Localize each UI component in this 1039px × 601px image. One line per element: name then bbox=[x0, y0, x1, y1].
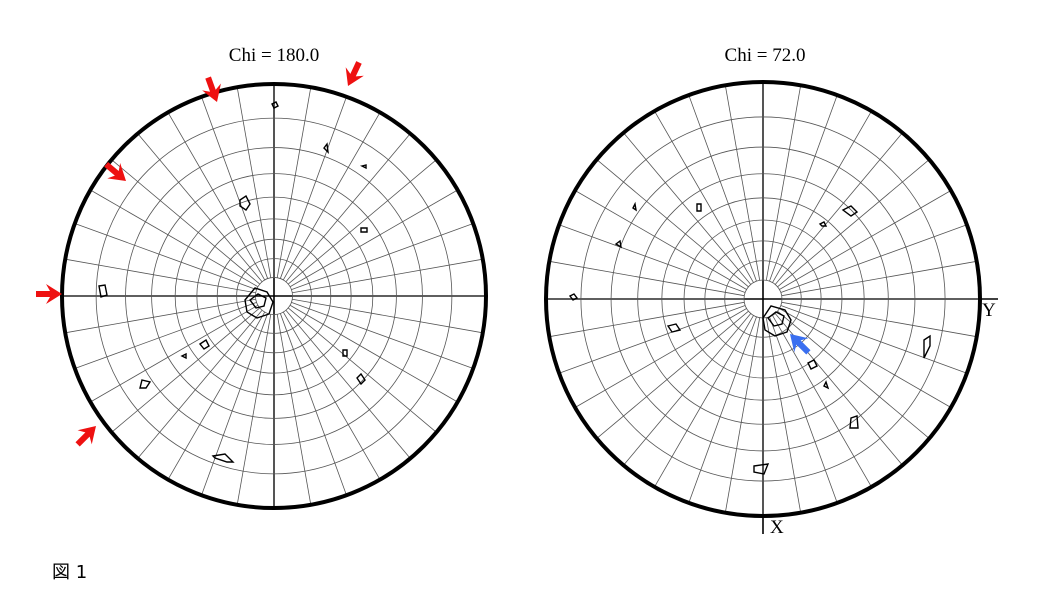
grid-radial bbox=[765, 317, 802, 513]
grid-radial bbox=[111, 159, 261, 285]
grid-radial bbox=[90, 189, 259, 288]
grid-circle bbox=[724, 260, 802, 338]
grid-radial bbox=[65, 298, 256, 334]
arrow bbox=[790, 334, 811, 355]
grid-radial bbox=[292, 298, 483, 334]
caption: 図 1 bbox=[52, 562, 87, 583]
pole-figure-title: Chi = 180.0 bbox=[229, 45, 319, 66]
pole-figure-title: Chi = 72.0 bbox=[725, 45, 806, 66]
grid-radial bbox=[781, 260, 977, 297]
grid-radial bbox=[772, 110, 872, 283]
axis-label: X bbox=[770, 517, 784, 538]
grid-radial bbox=[777, 159, 930, 288]
grid-radial bbox=[285, 133, 411, 283]
grid-radial bbox=[724, 317, 761, 513]
arrow bbox=[75, 426, 96, 447]
arrow bbox=[202, 76, 221, 102]
grid-radial bbox=[549, 260, 745, 297]
grid-radial bbox=[291, 301, 474, 369]
grid-radial bbox=[236, 87, 272, 278]
grid-radial bbox=[774, 132, 903, 285]
contours bbox=[98, 101, 931, 475]
grid-radial bbox=[279, 96, 347, 279]
grid-radial bbox=[654, 315, 754, 488]
grid-radial bbox=[276, 314, 312, 505]
grid-radial bbox=[623, 313, 752, 466]
grid-radial bbox=[167, 311, 266, 480]
grid-radial bbox=[279, 313, 347, 496]
grid-circle bbox=[151, 173, 397, 419]
grid-circle bbox=[661, 197, 865, 401]
grid-radial bbox=[549, 301, 745, 338]
grid-circle bbox=[683, 219, 843, 379]
grid-radial bbox=[201, 96, 269, 279]
grid-circle bbox=[196, 218, 352, 374]
grid-circle bbox=[580, 116, 946, 482]
grid-radial bbox=[769, 94, 838, 282]
grid-radial bbox=[654, 110, 754, 283]
grid-radial bbox=[574, 190, 747, 290]
grid-radial bbox=[282, 112, 381, 281]
grid-radial bbox=[558, 305, 746, 374]
grid-radial bbox=[596, 310, 749, 439]
grid-radial bbox=[772, 315, 872, 488]
grid-radial bbox=[779, 308, 952, 408]
grid-radial bbox=[111, 307, 261, 433]
grid-radial bbox=[287, 307, 437, 433]
grid-radial bbox=[167, 112, 266, 281]
grid-radial bbox=[291, 223, 474, 291]
grid-radial bbox=[289, 189, 458, 288]
grid-circle bbox=[174, 196, 374, 396]
grid-circle bbox=[236, 258, 312, 334]
grid-circle bbox=[125, 147, 423, 445]
grid-radial bbox=[558, 224, 746, 293]
arrow bbox=[104, 161, 126, 181]
grid-circle bbox=[610, 146, 916, 452]
grid-circle bbox=[95, 117, 453, 475]
grid-radial bbox=[780, 305, 968, 374]
grid-radial bbox=[137, 133, 263, 283]
axis-label: Y bbox=[982, 300, 996, 321]
grid-radial bbox=[201, 313, 269, 496]
grid-radial bbox=[276, 87, 312, 278]
grid-radial bbox=[769, 316, 838, 504]
grid-radial bbox=[765, 85, 802, 281]
grid-radial bbox=[282, 311, 381, 480]
grid-radial bbox=[74, 223, 257, 291]
grid-radial bbox=[236, 314, 272, 505]
grid-radial bbox=[779, 190, 952, 290]
grid-circle bbox=[216, 238, 332, 354]
grid-radial bbox=[292, 258, 483, 294]
grid-radial bbox=[596, 159, 749, 288]
outer-circle bbox=[60, 82, 488, 510]
grid-radial bbox=[724, 85, 761, 281]
grid-radial bbox=[688, 94, 757, 282]
grid-radial bbox=[90, 304, 259, 403]
grid-radial bbox=[65, 258, 256, 294]
grid-radial bbox=[74, 301, 257, 369]
grid-circle bbox=[704, 240, 822, 358]
grid-radial bbox=[287, 159, 437, 285]
grid-circle bbox=[637, 173, 889, 425]
grid-radial bbox=[289, 304, 458, 403]
grid-radial bbox=[285, 309, 411, 459]
grid-radial bbox=[780, 224, 968, 293]
grid-radial bbox=[137, 309, 263, 459]
arrow bbox=[36, 284, 62, 304]
grid-radial bbox=[777, 310, 930, 439]
grid-radial bbox=[574, 308, 747, 408]
grid-radial bbox=[688, 316, 757, 504]
grid-radial bbox=[623, 132, 752, 285]
arrow bbox=[345, 61, 364, 86]
outer-circle bbox=[544, 80, 982, 518]
grid-radial bbox=[781, 301, 977, 338]
